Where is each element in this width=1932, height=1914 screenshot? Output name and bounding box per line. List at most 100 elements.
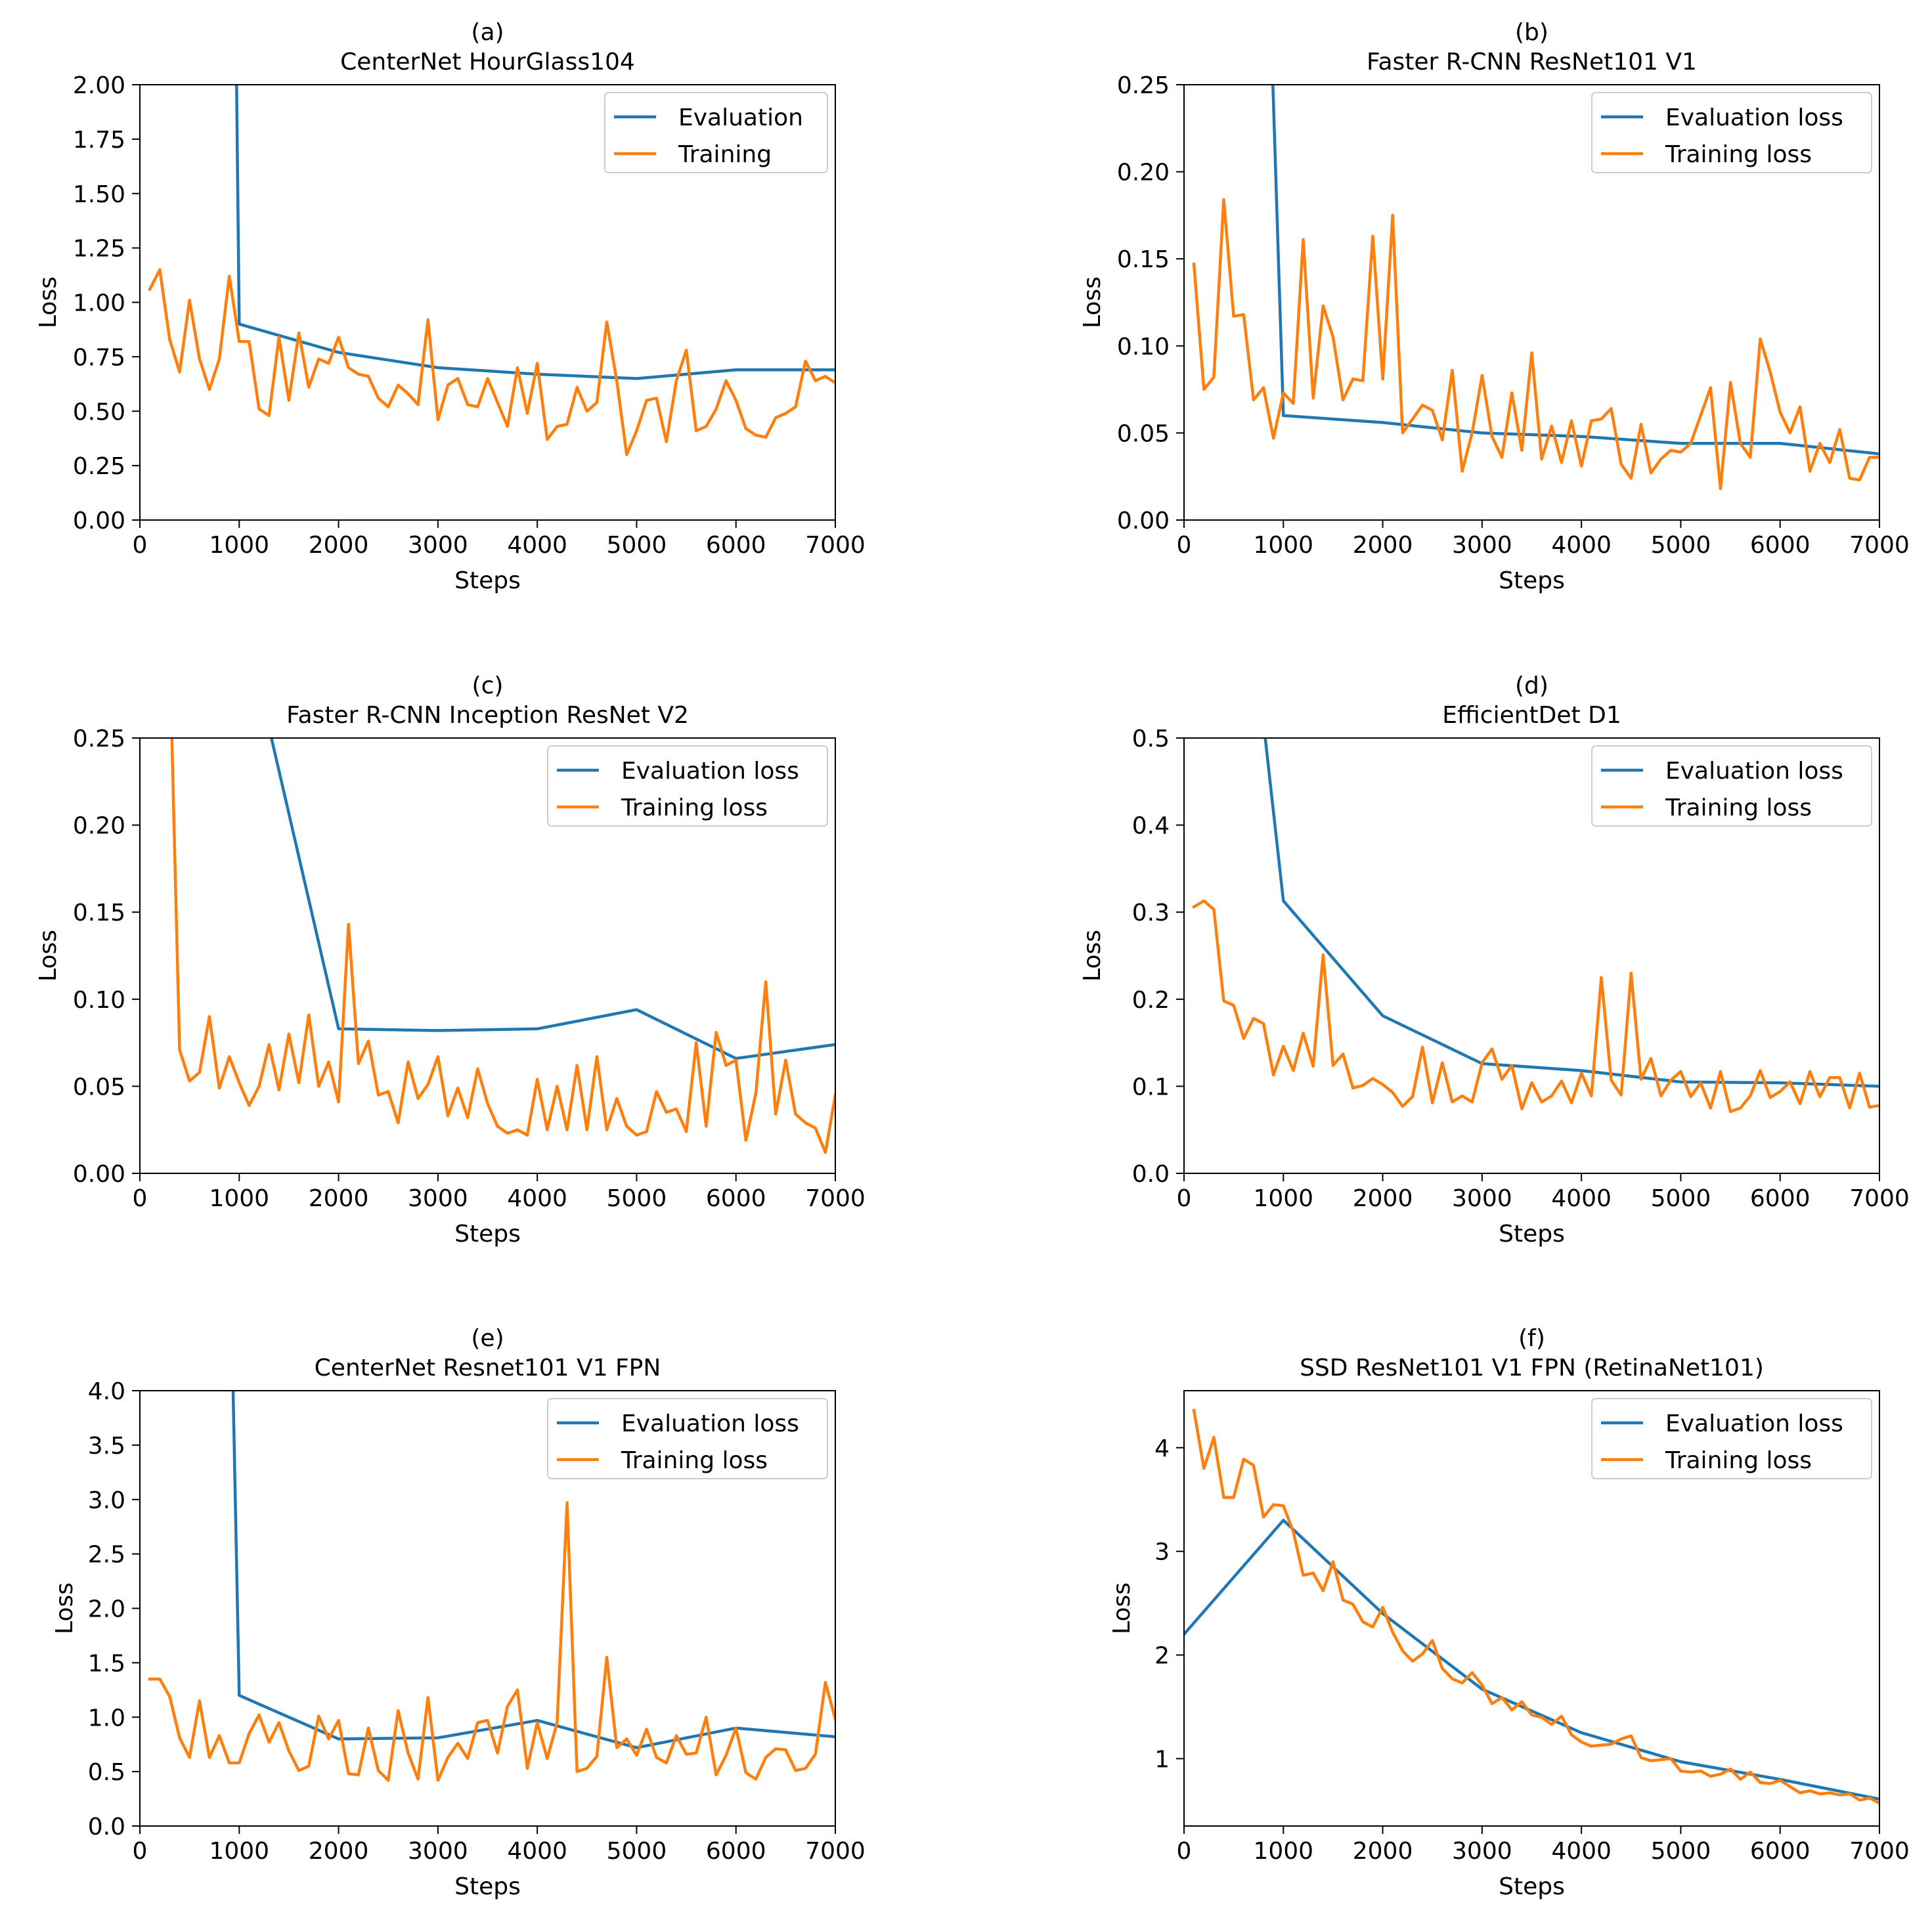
y-tick-label: 0.20 (73, 813, 125, 840)
x-tick-label: 7000 (1849, 1185, 1910, 1212)
y-tick-label: 0.5 (1132, 726, 1170, 752)
legend-entry: Evaluation loss (1665, 104, 1843, 131)
y-tick-label: 4 (1154, 1435, 1170, 1462)
x-tick-label: 1000 (209, 1838, 269, 1865)
x-tick-label: 5000 (607, 1838, 667, 1865)
y-tick-label: 0.00 (1117, 508, 1170, 534)
y-tick-label: 2.0 (88, 1596, 125, 1623)
legend: Evaluation loss Training loss (547, 1398, 828, 1479)
series-line-evaluation (231, 1391, 835, 1749)
series-line-training (1192, 198, 1879, 490)
y-tick-label: 0.25 (73, 726, 125, 752)
series-line-evaluation (1271, 85, 1879, 456)
x-tick-label: 0 (133, 532, 148, 559)
y-tick-label: 0.4 (1132, 813, 1170, 840)
y-axis-label: Loss (35, 276, 62, 328)
x-axis-label: Steps (1499, 567, 1565, 594)
y-tick-label: 0.0 (88, 1814, 125, 1840)
y-tick-label: 0.05 (73, 1074, 125, 1100)
x-tick-label: 7000 (805, 532, 866, 559)
plot-frame (139, 737, 836, 1174)
y-tick-label: 1.0 (88, 1705, 125, 1731)
x-tick-label: 6000 (1750, 1185, 1811, 1212)
panel-label: (a) (471, 19, 504, 46)
x-tick-label: 1000 (1253, 532, 1313, 559)
x-tick-label: 0 (1177, 1185, 1192, 1212)
x-axis-label: Steps (454, 567, 521, 594)
legend-entry: Training loss (1665, 141, 1812, 168)
x-tick-label: 7000 (805, 1185, 866, 1212)
legend: Evaluation loss Training loss (547, 745, 828, 827)
y-tick-label: 2 (1154, 1643, 1170, 1670)
x-tick-label: 6000 (706, 1838, 766, 1865)
panel-label: (c) (472, 672, 504, 699)
x-tick-label: 1000 (209, 1185, 269, 1212)
y-tick-label: 3.5 (88, 1433, 125, 1460)
panel-label: (f) (1518, 1325, 1545, 1352)
chart-panel-f: (f) SSD ResNet101 V1 FPN (RetinaNet101) 0 1… (1109, 1325, 1910, 1900)
x-axis-label: Steps (1499, 1221, 1565, 1248)
x-tick-label: 1000 (1253, 1185, 1313, 1212)
y-tick-label: 1 (1154, 1746, 1170, 1773)
x-tick-label: 6000 (1750, 532, 1811, 559)
y-tick-label: 0.00 (73, 1161, 125, 1188)
chart-title: CenterNet HourGlass104 (340, 49, 635, 76)
y-tick-label: 0.1 (1132, 1074, 1170, 1100)
x-tick-label: 5000 (1651, 1838, 1711, 1865)
y-axis-label: Loss (1079, 930, 1106, 982)
plot-frame (139, 84, 836, 521)
x-tick-label: 6000 (1750, 1838, 1811, 1865)
chart-panel-e: (e) CenterNet Resnet101 V1 FPN 0 1000 2000 30… (51, 1325, 866, 1900)
x-axis-label: Steps (1499, 1873, 1565, 1900)
x-tick-label: 1000 (1253, 1838, 1313, 1865)
y-tick-label: 0.3 (1132, 900, 1170, 926)
legend: Evaluation loss Training loss (1591, 92, 1872, 173)
plot-frame (139, 1390, 836, 1827)
legend: Evaluation Training (604, 92, 828, 173)
y-tick-label: 2.00 (73, 72, 125, 99)
x-tick-label: 4000 (507, 1185, 567, 1212)
legend-entry: Evaluation loss (1665, 758, 1843, 785)
x-tick-label: 0 (133, 1838, 148, 1865)
legend-box (1591, 92, 1872, 173)
x-tick-label: 7000 (805, 1838, 866, 1865)
chart-panel-d: (d) EfficientDet D1 0 1000 2000 3000 4000 5000 6… (1079, 672, 1910, 1248)
y-tick-label: 0.50 (73, 399, 125, 425)
chart-title: EfficientDet D1 (1442, 702, 1621, 729)
y-tick-label: 3 (1154, 1539, 1170, 1566)
chart-title: Faster R-CNN ResNet101 V1 (1367, 49, 1697, 76)
series-line-training (148, 268, 835, 456)
x-tick-label: 3000 (1452, 1185, 1512, 1212)
y-tick-label: 0.10 (73, 987, 125, 1014)
y-axis-label: Loss (51, 1582, 78, 1634)
x-tick-label: 3000 (408, 532, 468, 559)
legend-entry: Evaluation loss (621, 758, 799, 785)
legend-entry: Evaluation loss (1665, 1410, 1843, 1437)
legend-entry: Training loss (1665, 794, 1812, 821)
x-axis-label: Steps (454, 1873, 521, 1900)
y-tick-label: 0.00 (73, 508, 125, 534)
series-line-training (170, 738, 835, 1154)
y-tick-label: 0.15 (1117, 246, 1170, 273)
x-tick-label: 2000 (1353, 1185, 1413, 1212)
x-tick-label: 3000 (408, 1185, 468, 1212)
panel-label: (b) (1515, 19, 1548, 46)
legend: Evaluation loss Training loss (1591, 745, 1872, 827)
y-tick-label: 0.05 (1117, 420, 1170, 447)
x-tick-label: 2000 (309, 1185, 369, 1212)
series-line-training (1192, 899, 1879, 1114)
legend-box (547, 1398, 828, 1479)
chart-title: CenterNet Resnet101 V1 FPN (315, 1355, 661, 1381)
y-tick-label: 0.10 (1117, 334, 1170, 360)
y-tick-label: 1.75 (73, 127, 125, 154)
y-tick-label: 1.25 (73, 236, 125, 263)
legend-entry: Training loss (1665, 1447, 1812, 1474)
chart-panel-b: (b) Faster R-CNN ResNet101 V1 0 1000 2000 300… (1079, 19, 1910, 594)
panel-label: (d) (1515, 672, 1548, 699)
x-tick-label: 1000 (209, 532, 269, 559)
x-tick-label: 0 (133, 1185, 148, 1212)
x-tick-label: 6000 (706, 532, 766, 559)
x-tick-label: 5000 (607, 532, 667, 559)
series-line-evaluation (269, 738, 835, 1060)
